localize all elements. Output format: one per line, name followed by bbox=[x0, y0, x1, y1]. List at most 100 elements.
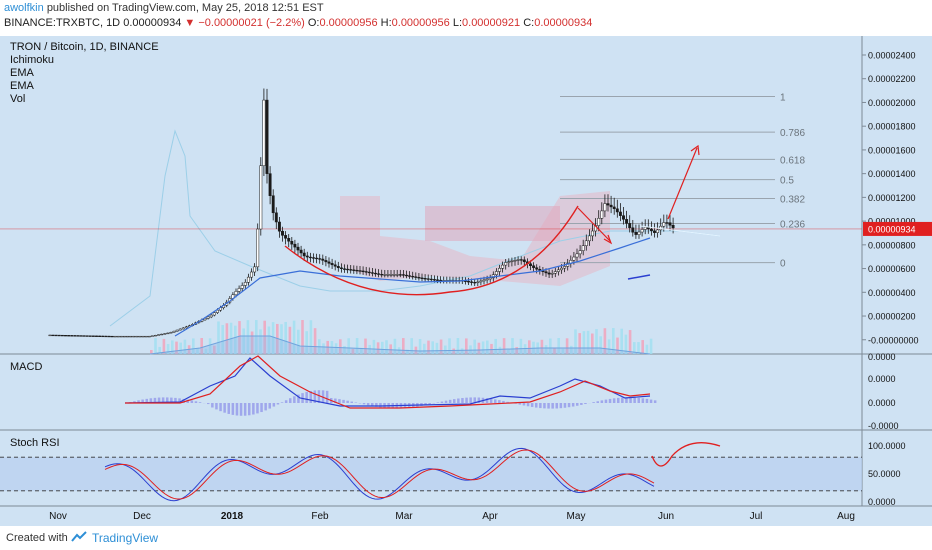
candle-body bbox=[423, 278, 427, 280]
breakout-arrow-head bbox=[690, 144, 700, 156]
candle-body bbox=[101, 335, 105, 338]
symbol-label: BINANCE:TRXBTC, 1D bbox=[4, 17, 121, 29]
volume-bar bbox=[553, 348, 556, 354]
volume-bar bbox=[511, 338, 514, 354]
macd-histogram-bar bbox=[649, 399, 653, 403]
volume-bar bbox=[624, 334, 628, 354]
price-axis-label: 0.00000400 bbox=[868, 288, 916, 298]
candle-body bbox=[643, 226, 647, 230]
tradingview-brand[interactable]: TradingView bbox=[92, 531, 159, 545]
author-link[interactable]: awolfkin bbox=[4, 2, 44, 14]
macd-histogram-bar bbox=[457, 398, 460, 403]
macd-histogram-bar bbox=[444, 400, 448, 403]
volume-bar bbox=[225, 323, 229, 354]
low-label: L: bbox=[452, 17, 463, 29]
candle-body bbox=[150, 335, 154, 337]
open-label: O: bbox=[307, 17, 320, 29]
macd-histogram-bar bbox=[211, 403, 214, 408]
candle-body bbox=[274, 212, 278, 223]
candle-body bbox=[126, 335, 129, 338]
candle-body bbox=[308, 256, 312, 259]
candle-body bbox=[513, 260, 517, 262]
candle-body bbox=[122, 335, 126, 338]
candle-body bbox=[374, 272, 377, 275]
macd-legend[interactable]: MACD bbox=[10, 361, 43, 373]
macd-histogram-bar bbox=[522, 403, 526, 406]
candle-body bbox=[522, 259, 526, 263]
candle-body bbox=[653, 230, 656, 233]
time-axis-label: Jun bbox=[658, 511, 674, 522]
price-axis-label: 0.00001400 bbox=[868, 169, 916, 179]
candle-body bbox=[302, 252, 306, 257]
macd-histogram-bar bbox=[448, 399, 452, 403]
ichimoku-projection-line bbox=[627, 274, 651, 280]
candle-body bbox=[268, 173, 272, 196]
candle-body bbox=[169, 332, 173, 334]
volume-bar bbox=[515, 347, 518, 354]
chart-area[interactable]: 1 0.786 0.618 0.5 0.382 0.236 0 0.00002400 0.000… bbox=[0, 36, 932, 526]
macd-histogram-bar bbox=[145, 398, 148, 403]
candle-body bbox=[386, 274, 390, 276]
candle-body bbox=[479, 280, 483, 283]
chart-canvas[interactable]: 1 0.786 0.618 0.5 0.382 0.236 0 0.00002400 0.000… bbox=[0, 36, 932, 526]
volume-bar bbox=[309, 320, 313, 354]
volume-bar bbox=[616, 337, 619, 354]
price-change: −0.00000021 (−2.2%) bbox=[198, 17, 305, 29]
volume-bar bbox=[221, 324, 224, 354]
macd-histogram-bar bbox=[489, 398, 493, 403]
candle-body bbox=[91, 335, 95, 337]
candle-body bbox=[70, 335, 74, 337]
volume-bar bbox=[393, 338, 397, 354]
macd-histogram-bar bbox=[186, 399, 189, 403]
candle-body bbox=[305, 255, 309, 258]
candle-body bbox=[380, 274, 384, 276]
candle-body bbox=[160, 333, 164, 336]
legend-vol[interactable]: Vol bbox=[10, 93, 26, 105]
candle-body bbox=[85, 335, 89, 337]
candle-body bbox=[104, 335, 108, 338]
macd-histogram-bar bbox=[596, 401, 599, 403]
volume-bar bbox=[372, 339, 376, 354]
macd-histogram-bar bbox=[248, 403, 251, 416]
legend-ema-2[interactable]: EMA bbox=[10, 80, 34, 92]
legend-ichimoku[interactable]: Ichimoku bbox=[10, 54, 55, 66]
volume-bar bbox=[351, 349, 355, 354]
macd-histogram-bar bbox=[354, 402, 358, 403]
macd-histogram-bar bbox=[477, 397, 481, 403]
legend-title[interactable]: TRON / Bitcoin, 1D, BINANCE bbox=[10, 41, 159, 53]
macd-histogram-bar bbox=[518, 403, 522, 405]
volume-bar bbox=[339, 339, 342, 354]
macd-histogram-bar bbox=[424, 403, 427, 406]
time-axis-label: Feb bbox=[311, 511, 329, 522]
stoch-band-fill bbox=[0, 457, 862, 491]
volume-bar bbox=[473, 339, 476, 354]
volume-bar bbox=[288, 326, 292, 354]
candle-body bbox=[420, 277, 424, 279]
volume-bar bbox=[389, 344, 392, 354]
volume-bar bbox=[255, 320, 258, 354]
macd-histogram-bar bbox=[580, 403, 583, 405]
candle-body bbox=[336, 266, 340, 269]
candle-body bbox=[516, 259, 520, 261]
volume-bar bbox=[179, 342, 182, 354]
macd-histogram-bar bbox=[309, 390, 312, 403]
volume-bar bbox=[523, 344, 527, 354]
macd-histogram-bar bbox=[268, 403, 271, 409]
published-text: published on TradingView.com, May 25, 20… bbox=[46, 2, 324, 14]
stoch-legend[interactable]: Stoch RSI bbox=[10, 437, 60, 449]
candle-body bbox=[284, 235, 288, 239]
macd-axis-label: 0.0000 bbox=[868, 398, 896, 408]
ichimoku-lagging-line bbox=[109, 129, 721, 327]
down-arrow-icon: ▼ bbox=[184, 17, 196, 29]
candle-body bbox=[634, 231, 638, 235]
candle-body bbox=[612, 206, 616, 210]
macd-histogram-bar bbox=[297, 394, 300, 403]
macd-histogram-bar bbox=[637, 397, 640, 403]
time-axis-label: Aug bbox=[837, 511, 855, 522]
macd-histogram-bar bbox=[178, 398, 181, 403]
candle-body bbox=[436, 279, 439, 281]
volume-bar bbox=[208, 338, 212, 354]
legend-ema-1[interactable]: EMA bbox=[10, 67, 34, 79]
cup-annotation-curve bbox=[284, 205, 579, 296]
macd-histogram-bar bbox=[617, 397, 620, 403]
